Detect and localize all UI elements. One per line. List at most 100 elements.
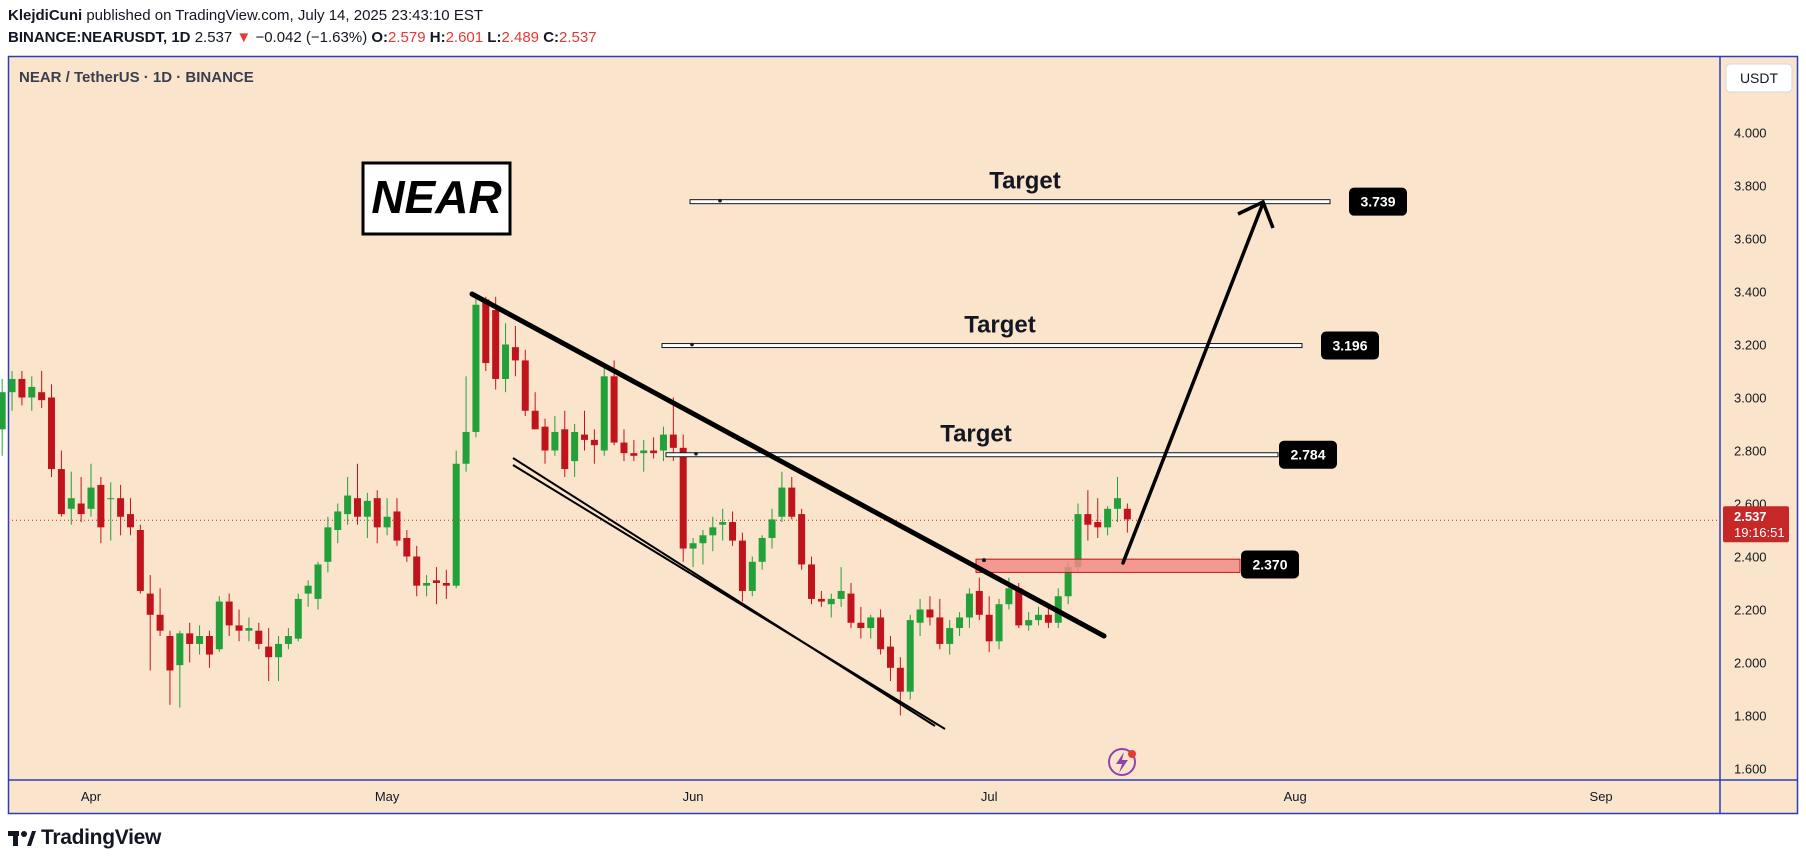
- plot-area[interactable]: [8, 56, 1720, 780]
- candle[interactable]: [1104, 506, 1112, 536]
- candle[interactable]: [541, 418, 549, 464]
- lower-channel-line-2[interactable]: [512, 464, 946, 730]
- candle[interactable]: [561, 410, 569, 477]
- candle[interactable]: [729, 511, 737, 546]
- candle[interactable]: [87, 463, 95, 517]
- candle[interactable]: [581, 410, 588, 451]
- candle[interactable]: [452, 450, 460, 589]
- candle[interactable]: [521, 349, 529, 417]
- upper-channel-trendline[interactable]: [469, 291, 1107, 639]
- candle[interactable]: [492, 296, 500, 390]
- candle[interactable]: [827, 593, 835, 618]
- candle[interactable]: [0, 378, 6, 456]
- candle[interactable]: [837, 567, 845, 607]
- candle[interactable]: [107, 482, 115, 541]
- candle[interactable]: [255, 622, 263, 650]
- candle[interactable]: [659, 426, 667, 462]
- candlestick-series[interactable]: [0, 296, 1131, 716]
- candle[interactable]: [294, 593, 302, 642]
- candle[interactable]: [877, 609, 885, 655]
- candle[interactable]: [383, 498, 391, 536]
- level-price-tag[interactable]: [1279, 440, 1337, 469]
- candle[interactable]: [610, 360, 618, 446]
- candle[interactable]: [758, 535, 766, 570]
- candle[interactable]: [67, 471, 75, 525]
- candle[interactable]: [472, 296, 480, 438]
- candle[interactable]: [77, 477, 85, 523]
- candle[interactable]: [215, 596, 223, 652]
- candle[interactable]: [225, 593, 233, 636]
- candle[interactable]: [985, 596, 993, 652]
- candle[interactable]: [571, 424, 579, 477]
- candle[interactable]: [245, 617, 253, 642]
- candle[interactable]: [334, 503, 342, 544]
- candle[interactable]: [235, 609, 243, 642]
- candle[interactable]: [393, 498, 401, 546]
- candle[interactable]: [768, 508, 776, 549]
- candle[interactable]: [432, 567, 440, 605]
- near-label-box[interactable]: [361, 161, 512, 236]
- candle[interactable]: [896, 657, 904, 716]
- target-level-line[interactable]: [661, 343, 1303, 349]
- candle[interactable]: [936, 598, 944, 650]
- candle[interactable]: [126, 498, 134, 536]
- candle[interactable]: [956, 612, 964, 636]
- target-level-line[interactable]: [689, 199, 1331, 205]
- candle[interactable]: [709, 516, 717, 552]
- candle[interactable]: [916, 598, 924, 636]
- candle[interactable]: [136, 524, 144, 594]
- candle[interactable]: [511, 325, 519, 377]
- price-axis[interactable]: [1720, 56, 1798, 780]
- candle[interactable]: [156, 588, 164, 636]
- target-level-line[interactable]: [665, 452, 1279, 458]
- candle[interactable]: [57, 450, 65, 517]
- candle[interactable]: [600, 365, 608, 456]
- candle[interactable]: [640, 439, 648, 472]
- chart-drawings[interactable]: Target 3.739 Target 3.196 Target 2.784 2.370 NE…: [361, 161, 1407, 730]
- support-price-tag[interactable]: [1241, 550, 1299, 579]
- candle[interactable]: [186, 622, 194, 663]
- candle[interactable]: [18, 371, 26, 406]
- lightning-icon[interactable]: [1108, 748, 1136, 776]
- candle[interactable]: [502, 323, 510, 393]
- support-zone[interactable]: [975, 558, 1241, 573]
- candle[interactable]: [1123, 503, 1131, 533]
- candle[interactable]: [975, 577, 983, 621]
- candle[interactable]: [48, 384, 56, 477]
- candle[interactable]: [117, 484, 125, 536]
- level-price-tag[interactable]: [1321, 331, 1379, 360]
- candle[interactable]: [857, 606, 865, 639]
- candle[interactable]: [344, 477, 352, 525]
- candle[interactable]: [97, 477, 105, 544]
- candle[interactable]: [738, 532, 746, 602]
- candle[interactable]: [373, 490, 381, 544]
- candle[interactable]: [353, 463, 361, 525]
- candle[interactable]: [699, 530, 707, 565]
- candle[interactable]: [748, 556, 756, 597]
- candle[interactable]: [363, 492, 371, 538]
- candle[interactable]: [166, 630, 174, 705]
- candle[interactable]: [926, 596, 934, 626]
- candle[interactable]: [788, 477, 796, 520]
- candle[interactable]: [847, 583, 855, 629]
- candle[interactable]: [995, 598, 1003, 650]
- candle[interactable]: [482, 296, 490, 371]
- candle[interactable]: [38, 371, 46, 409]
- author[interactable]: KlejdiCuni: [8, 7, 83, 24]
- candle[interactable]: [808, 556, 816, 605]
- candle[interactable]: [462, 376, 470, 472]
- candle[interactable]: [778, 471, 786, 523]
- candle[interactable]: [304, 580, 312, 607]
- candle[interactable]: [1035, 606, 1043, 626]
- candle[interactable]: [205, 630, 213, 668]
- candle[interactable]: [719, 508, 727, 541]
- time-axis[interactable]: [8, 780, 1720, 814]
- candle[interactable]: [630, 439, 638, 462]
- candle[interactable]: [1084, 490, 1092, 541]
- level-price-tag[interactable]: [1349, 187, 1407, 216]
- candle[interactable]: [8, 371, 16, 411]
- candle[interactable]: [196, 625, 204, 655]
- candle[interactable]: [146, 575, 154, 671]
- candle[interactable]: [551, 416, 559, 456]
